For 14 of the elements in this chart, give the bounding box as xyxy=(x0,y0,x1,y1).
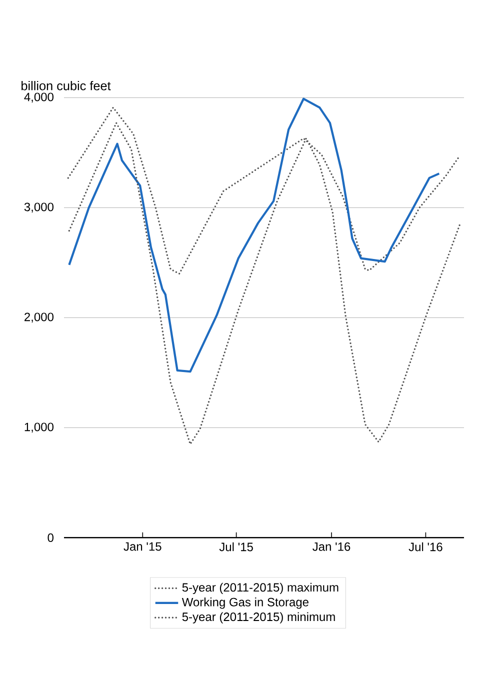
x-tick-label: Jul '16 xyxy=(408,542,442,552)
x-tick-label: Jul '15 xyxy=(219,542,253,552)
x-tick-label: Jan '15 xyxy=(124,542,162,551)
y-tick-label: 1,000 xyxy=(24,422,54,433)
legend-label: Working Gas in Storage xyxy=(182,598,308,609)
y-tick-label: 4,000 xyxy=(24,92,54,103)
y-tick-label: 2,000 xyxy=(24,312,54,323)
y-tick-label: 0 xyxy=(48,533,54,542)
x-tick-label: Jan '16 xyxy=(312,542,350,551)
y-tick-label: 3,000 xyxy=(24,202,54,213)
legend-label: 5-year (2011-2015) maximum xyxy=(182,582,338,594)
legend-label: 5-year (2011-2015) minimum xyxy=(182,612,335,624)
line-series xyxy=(68,98,440,373)
y-axis-title: billion cubic feet xyxy=(22,80,111,90)
